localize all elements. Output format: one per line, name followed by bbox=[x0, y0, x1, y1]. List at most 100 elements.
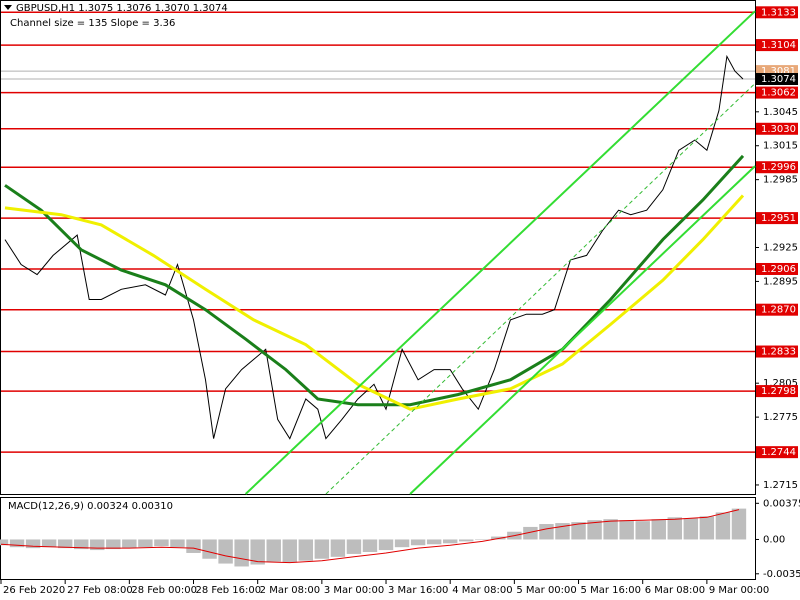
level-label-box bbox=[756, 39, 798, 52]
macd-bar bbox=[539, 524, 554, 540]
macd-bar bbox=[523, 526, 538, 540]
y-tick-label: 1.3045 bbox=[763, 107, 798, 118]
macd-bar bbox=[234, 539, 249, 567]
y-tick-label: 1.2775 bbox=[763, 412, 798, 423]
macd-bar bbox=[459, 539, 474, 542]
macd-bar bbox=[442, 539, 458, 544]
macd-bar bbox=[394, 539, 410, 548]
level-label-box bbox=[756, 303, 798, 316]
macd-bar bbox=[619, 520, 634, 540]
level-label: 1.3030 bbox=[761, 124, 796, 135]
level-label-box bbox=[756, 122, 798, 135]
macd-bar bbox=[282, 539, 297, 563]
macd-bar bbox=[362, 539, 378, 552]
macd-bar bbox=[667, 517, 683, 540]
level-label: 1.2996 bbox=[761, 162, 796, 173]
x-tick-label: 6 Mar 08:00 bbox=[645, 585, 705, 596]
level-label: 1.2833 bbox=[761, 347, 796, 358]
macd-bar bbox=[410, 539, 426, 546]
series-line bbox=[4, 154, 745, 407]
macd-bar bbox=[202, 539, 217, 559]
macd-bar bbox=[186, 539, 201, 553]
macd-bar bbox=[122, 539, 137, 549]
macd-bar bbox=[138, 539, 153, 548]
macd-bar bbox=[154, 539, 169, 547]
macd-bar bbox=[603, 519, 618, 540]
level-label-box bbox=[756, 6, 798, 19]
macd-bar bbox=[298, 539, 314, 561]
macd-bar bbox=[475, 539, 490, 540]
level-label: 1.2744 bbox=[761, 447, 796, 458]
series-line bbox=[4, 194, 745, 411]
macd-bar bbox=[330, 539, 346, 557]
chart-title: GBPUSD,H1 1.3075 1.3076 1.3070 1.3074 bbox=[16, 3, 228, 14]
y-tick-label: 1.2895 bbox=[763, 276, 798, 287]
level-label: 1.3133 bbox=[761, 7, 796, 18]
y-tick-label: 1.2925 bbox=[763, 243, 798, 254]
main-panel bbox=[0, 0, 756, 495]
macd-bar bbox=[571, 522, 586, 540]
macd-bar bbox=[73, 539, 89, 550]
price-label-box bbox=[756, 73, 798, 86]
series-line bbox=[244, 10, 756, 495]
x-tick-label: 2 Mar 08:00 bbox=[260, 585, 320, 596]
macd-bar bbox=[314, 539, 330, 559]
x-tick-label: 4 Mar 08:00 bbox=[452, 585, 512, 596]
x-tick-label: 27 Feb 08:00 bbox=[67, 585, 133, 596]
macd-bar bbox=[250, 539, 265, 565]
level-label: 1.2870 bbox=[761, 305, 796, 316]
macd-bar bbox=[57, 539, 73, 549]
macd-bar bbox=[90, 539, 105, 551]
macd-bar bbox=[266, 539, 281, 562]
series-line bbox=[0, 509, 740, 564]
x-tick-label: 3 Mar 16:00 bbox=[388, 585, 448, 596]
price-label: 1.3081 bbox=[761, 66, 796, 77]
y-tick-label: 0.00375 bbox=[763, 498, 800, 509]
macd-bar bbox=[683, 518, 699, 540]
series-line bbox=[4, 54, 744, 440]
x-tick-label: 3 Mar 00:00 bbox=[324, 585, 384, 596]
x-tick-label: 28 Feb 00:00 bbox=[131, 585, 197, 596]
macd-bar bbox=[651, 519, 666, 540]
macd-title: MACD(12,26,9) 0.00324 0.00310 bbox=[8, 501, 173, 512]
y-tick-label: 1.3015 bbox=[763, 141, 798, 152]
macd-bar bbox=[41, 539, 57, 548]
macd-bar bbox=[9, 539, 25, 548]
series-line bbox=[409, 165, 756, 495]
level-label: 1.2798 bbox=[761, 386, 796, 397]
level-label-box bbox=[756, 262, 798, 275]
level-label-box bbox=[756, 446, 798, 459]
macd-bar bbox=[635, 521, 650, 540]
macd-bar bbox=[346, 539, 362, 554]
symbol-arrow bbox=[4, 5, 12, 10]
chart-subtitle: Channel size = 135 Slope = 3.36 bbox=[10, 18, 175, 29]
y-tick-label: 1.2805 bbox=[763, 378, 798, 389]
macd-bar bbox=[25, 539, 41, 549]
macd-bar bbox=[106, 539, 121, 550]
macd-bar bbox=[170, 539, 185, 548]
macd-bar bbox=[699, 516, 715, 540]
macd-bar bbox=[426, 539, 442, 545]
y-tick-label: 1.2715 bbox=[763, 480, 798, 491]
level-label: 1.3062 bbox=[761, 88, 796, 99]
price-label: 1.3074 bbox=[761, 74, 796, 85]
x-tick-label: 26 Feb 2020 bbox=[3, 585, 65, 596]
macd-bar bbox=[731, 508, 747, 540]
x-tick-label: 5 Mar 00:00 bbox=[516, 585, 576, 596]
level-label-box bbox=[756, 212, 798, 225]
y-tick-label: 0.00 bbox=[763, 534, 785, 545]
macd-bar bbox=[587, 520, 602, 540]
y-tick-label: 1.2985 bbox=[763, 175, 798, 186]
series-line bbox=[325, 83, 756, 495]
x-tick-label: 28 Feb 16:00 bbox=[196, 585, 262, 596]
level-label: 1.2951 bbox=[761, 213, 796, 224]
level-label: 1.2906 bbox=[761, 264, 796, 275]
y-tick-label: -0.00356 bbox=[763, 569, 800, 580]
x-tick-label: 5 Mar 16:00 bbox=[581, 585, 641, 596]
level-label-box bbox=[756, 161, 798, 174]
level-label-box bbox=[756, 86, 798, 99]
level-label-box bbox=[756, 345, 798, 358]
macd-bar bbox=[378, 539, 394, 551]
level-label-box bbox=[756, 385, 798, 398]
